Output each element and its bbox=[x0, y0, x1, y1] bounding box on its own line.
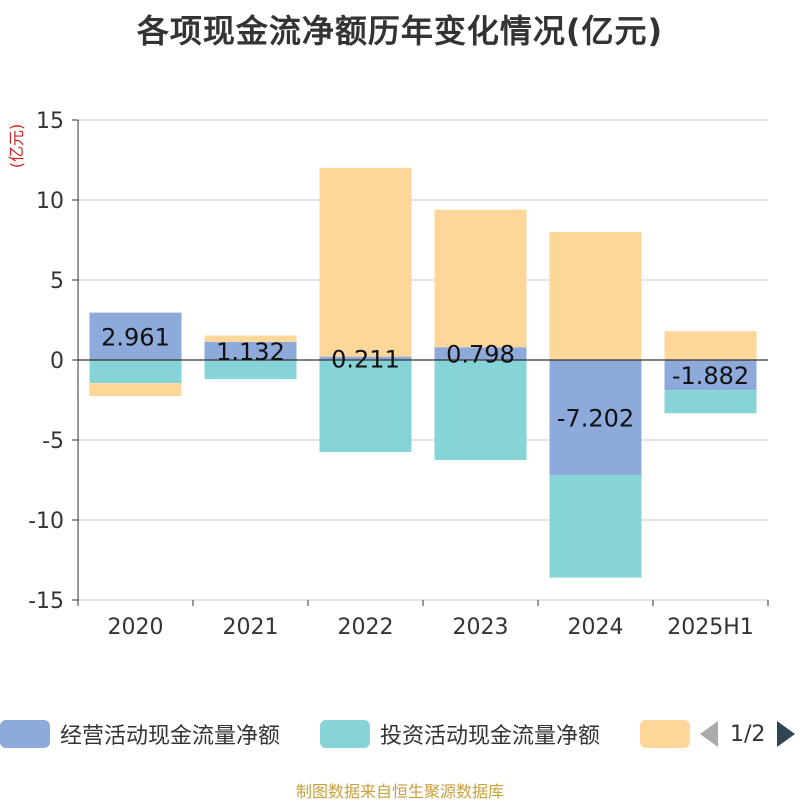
legend-pager: 1/2 bbox=[700, 716, 796, 752]
x-tick-label: 2023 bbox=[453, 615, 509, 640]
data-label-operating-2020: 2.961 bbox=[101, 323, 170, 351]
legend-label-investing: 投资活动现金流量净额 bbox=[380, 724, 601, 749]
data-label-operating-2024: -7.202 bbox=[557, 405, 634, 433]
x-tick-label: 2022 bbox=[338, 615, 394, 640]
legend-swatch-operating bbox=[0, 720, 50, 748]
y-tick-label: -15 bbox=[28, 589, 64, 614]
bar-financing-2022 bbox=[319, 167, 412, 357]
bar-operating-2023 bbox=[434, 347, 527, 360]
bar-investing-2025H1 bbox=[664, 390, 757, 414]
bar-investing-2022 bbox=[319, 360, 412, 452]
data-label-operating-2022: 0.211 bbox=[331, 345, 400, 373]
x-tick-label: 2024 bbox=[568, 615, 624, 640]
y-tick-label: 15 bbox=[36, 109, 64, 134]
bar-investing-2024 bbox=[549, 475, 642, 578]
bar-operating-2025H1 bbox=[664, 360, 757, 391]
data-label-operating-2023: 0.798 bbox=[446, 341, 515, 369]
chart-plot: 15 10 5 0 -5 -10 -15 (亿元) 2020 2021 2022 2023 2024 20… bbox=[7, 109, 769, 640]
x-tick-label: 2025H1 bbox=[667, 615, 754, 640]
bar-financing-2025H1 bbox=[664, 331, 757, 360]
y-tick-label: 0 bbox=[50, 349, 64, 374]
pager-page-indicator: 1/2 bbox=[730, 721, 766, 747]
bar-financing-2020 bbox=[89, 383, 182, 396]
bar-financing-2021 bbox=[204, 335, 297, 342]
bar-financing-2023 bbox=[434, 209, 527, 348]
y-axis-unit-label: (亿元) bbox=[7, 124, 26, 169]
legend-item-investing[interactable]: 投资活动现金流量净额 bbox=[320, 716, 600, 752]
y-tick-label: 10 bbox=[36, 189, 64, 214]
bar-operating-2021 bbox=[204, 341, 297, 360]
y-tick-label: -5 bbox=[42, 429, 64, 454]
chart-title: 各项现金流净额历年变化情况(亿元) bbox=[136, 12, 664, 50]
legend-label-operating: 经营活动现金流量净额 bbox=[60, 724, 281, 749]
x-tick-label: 2021 bbox=[223, 615, 279, 640]
data-label-operating-2025H1: -1.882 bbox=[672, 362, 749, 390]
bar-investing-2023 bbox=[434, 360, 527, 460]
bar-operating-2024 bbox=[549, 360, 642, 476]
x-tick-label: 2020 bbox=[108, 615, 164, 640]
bar-investing-2020 bbox=[89, 360, 182, 384]
pager-next-icon[interactable] bbox=[777, 721, 796, 747]
legend: 经营活动现金流量净额 投资活动现金流量净额 bbox=[0, 716, 800, 756]
legend-swatch-investing bbox=[320, 720, 370, 748]
bar-operating-2020 bbox=[89, 312, 182, 360]
bar-operating-2022 bbox=[319, 356, 412, 360]
legend-swatch-financing bbox=[640, 720, 690, 748]
legend-item-financing[interactable] bbox=[640, 716, 700, 752]
pager-prev-icon[interactable] bbox=[700, 721, 718, 747]
data-label-operating-2021: 1.132 bbox=[216, 338, 285, 366]
bar-investing-2021 bbox=[204, 360, 297, 380]
source-note: 制图数据来自恒生聚源数据库 bbox=[295, 782, 504, 801]
y-tick-label: -10 bbox=[28, 509, 64, 534]
y-tick-label: 5 bbox=[50, 269, 64, 294]
bar-financing-2024 bbox=[549, 232, 642, 360]
legend-item-operating[interactable]: 经营活动现金流量净额 bbox=[0, 716, 280, 752]
